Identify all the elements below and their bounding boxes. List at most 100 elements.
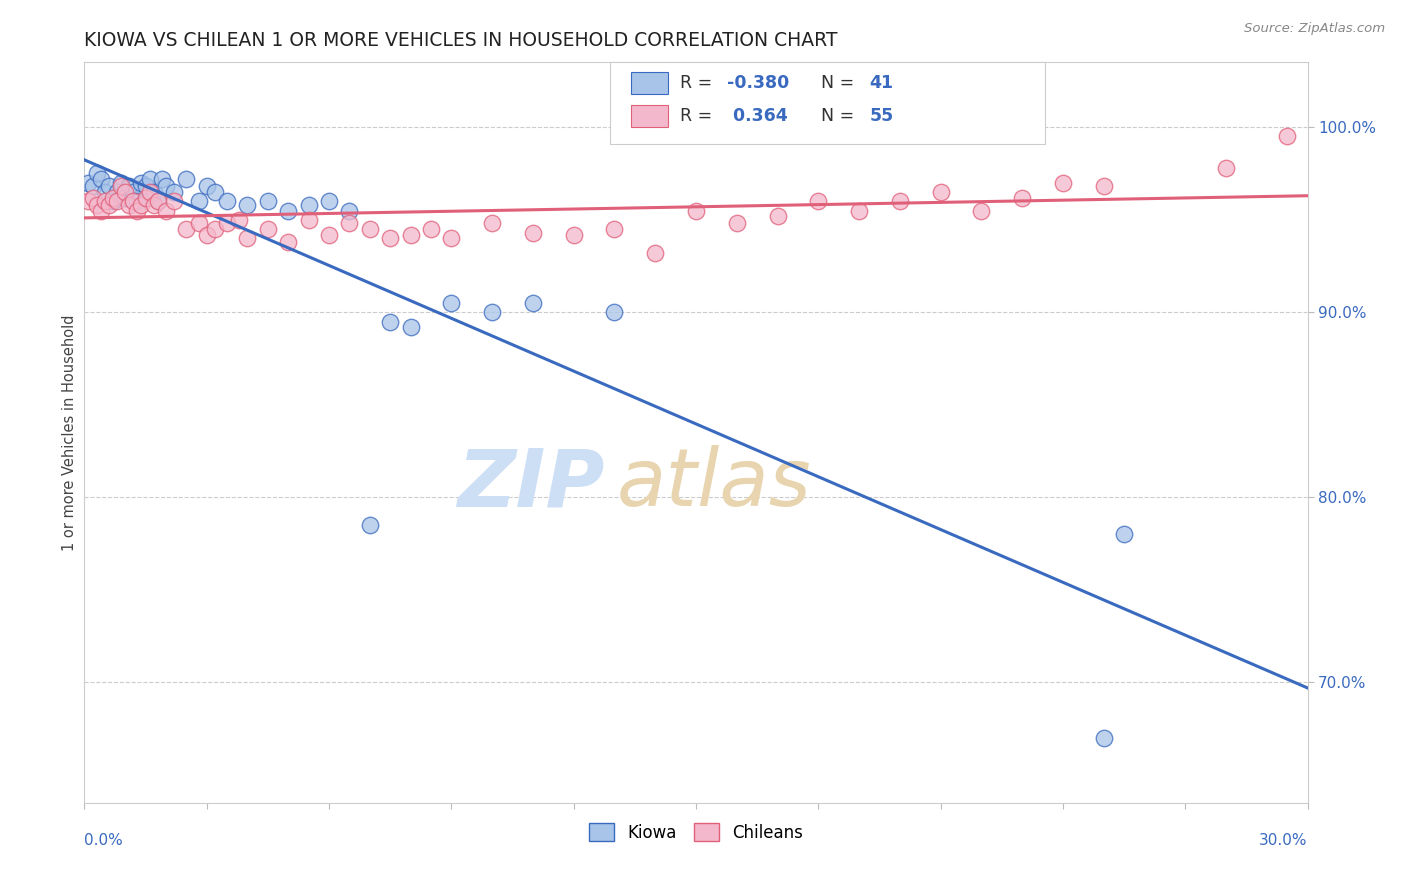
Legend: Kiowa, Chileans: Kiowa, Chileans bbox=[581, 814, 811, 850]
FancyBboxPatch shape bbox=[631, 72, 668, 95]
Point bbox=[82, 179, 104, 194]
Point bbox=[204, 185, 226, 199]
Point bbox=[685, 203, 707, 218]
Point bbox=[236, 198, 259, 212]
Point bbox=[339, 217, 361, 231]
FancyBboxPatch shape bbox=[631, 104, 668, 127]
Point bbox=[187, 217, 209, 231]
Point bbox=[298, 212, 321, 227]
Point bbox=[97, 179, 120, 194]
Point bbox=[1114, 527, 1136, 541]
Point bbox=[1052, 176, 1074, 190]
Text: 0.364: 0.364 bbox=[727, 107, 787, 125]
Point bbox=[228, 212, 250, 227]
Point bbox=[77, 194, 100, 209]
Point bbox=[77, 176, 100, 190]
Point bbox=[257, 222, 280, 236]
Point bbox=[522, 226, 544, 240]
Point bbox=[1092, 179, 1115, 194]
Point bbox=[127, 194, 149, 209]
Point bbox=[970, 203, 993, 218]
Point bbox=[101, 190, 124, 204]
FancyBboxPatch shape bbox=[610, 62, 1045, 144]
Point bbox=[114, 190, 136, 204]
Point bbox=[86, 198, 108, 212]
Point bbox=[150, 172, 173, 186]
Point bbox=[848, 203, 870, 218]
Point bbox=[146, 194, 169, 209]
Point bbox=[105, 194, 128, 209]
Point bbox=[889, 194, 911, 209]
Point bbox=[101, 194, 124, 209]
Point bbox=[217, 194, 239, 209]
Point bbox=[257, 194, 280, 209]
Point bbox=[1215, 161, 1237, 175]
Point bbox=[399, 227, 422, 242]
Point bbox=[135, 190, 157, 204]
Point bbox=[1011, 190, 1033, 204]
Point bbox=[127, 203, 149, 218]
Point bbox=[122, 185, 145, 199]
Point bbox=[90, 172, 112, 186]
Point bbox=[481, 305, 503, 319]
Point bbox=[131, 198, 153, 212]
Point bbox=[90, 203, 112, 218]
Text: 30.0%: 30.0% bbox=[1260, 833, 1308, 848]
Text: KIOWA VS CHILEAN 1 OR MORE VEHICLES IN HOUSEHOLD CORRELATION CHART: KIOWA VS CHILEAN 1 OR MORE VEHICLES IN H… bbox=[84, 30, 838, 50]
Point bbox=[146, 194, 169, 209]
Y-axis label: 1 or more Vehicles in Household: 1 or more Vehicles in Household bbox=[62, 314, 77, 551]
Point bbox=[236, 231, 259, 245]
Point bbox=[187, 194, 209, 209]
Point bbox=[114, 185, 136, 199]
Point bbox=[380, 231, 402, 245]
Point bbox=[142, 185, 165, 199]
Point bbox=[110, 179, 132, 194]
Point bbox=[163, 194, 186, 209]
Point bbox=[204, 222, 226, 236]
Point bbox=[135, 179, 157, 194]
Text: 41: 41 bbox=[870, 74, 894, 92]
Point bbox=[118, 179, 141, 194]
Point bbox=[562, 227, 585, 242]
Point bbox=[155, 203, 177, 218]
Text: 0.0%: 0.0% bbox=[84, 833, 124, 848]
Point bbox=[277, 203, 299, 218]
Point bbox=[122, 194, 145, 209]
Point bbox=[217, 217, 239, 231]
Point bbox=[86, 166, 108, 180]
Point bbox=[807, 194, 830, 209]
Point bbox=[163, 185, 186, 199]
Point bbox=[93, 185, 115, 199]
Text: Source: ZipAtlas.com: Source: ZipAtlas.com bbox=[1244, 22, 1385, 36]
Point bbox=[440, 231, 463, 245]
Point bbox=[298, 198, 321, 212]
Point bbox=[93, 194, 115, 209]
Point bbox=[339, 203, 361, 218]
Point bbox=[277, 235, 299, 249]
Point bbox=[155, 179, 177, 194]
Point bbox=[359, 518, 381, 533]
Point bbox=[603, 305, 626, 319]
Text: -0.380: -0.380 bbox=[727, 74, 789, 92]
Point bbox=[644, 246, 666, 260]
Point bbox=[725, 217, 748, 231]
Point bbox=[138, 172, 160, 186]
Point bbox=[195, 179, 218, 194]
Point bbox=[399, 320, 422, 334]
Point bbox=[522, 296, 544, 310]
Point bbox=[174, 222, 197, 236]
Point bbox=[766, 209, 789, 223]
Text: ZIP: ZIP bbox=[457, 445, 605, 524]
Text: R =: R = bbox=[681, 107, 718, 125]
Point bbox=[481, 217, 503, 231]
Point bbox=[195, 227, 218, 242]
Point bbox=[359, 222, 381, 236]
Text: 55: 55 bbox=[870, 107, 894, 125]
Point bbox=[105, 185, 128, 199]
Point bbox=[82, 190, 104, 204]
Point bbox=[131, 176, 153, 190]
Point bbox=[118, 198, 141, 212]
Point bbox=[174, 172, 197, 186]
Point bbox=[318, 194, 340, 209]
Text: R =: R = bbox=[681, 74, 718, 92]
